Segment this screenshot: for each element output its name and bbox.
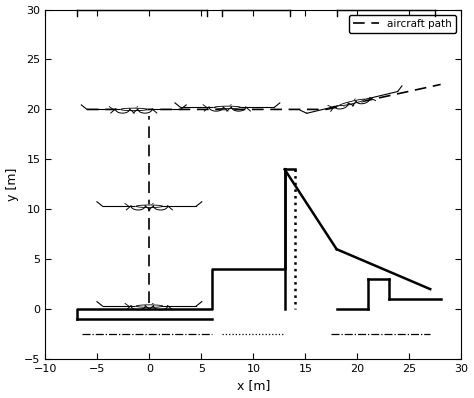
X-axis label: x [m]: x [m] (237, 379, 270, 392)
Polygon shape (136, 305, 163, 307)
Polygon shape (214, 106, 240, 109)
Polygon shape (121, 108, 147, 111)
Polygon shape (339, 99, 365, 106)
Y-axis label: y [m]: y [m] (6, 168, 18, 201)
Polygon shape (136, 205, 163, 207)
Legend: aircraft path: aircraft path (349, 15, 456, 33)
